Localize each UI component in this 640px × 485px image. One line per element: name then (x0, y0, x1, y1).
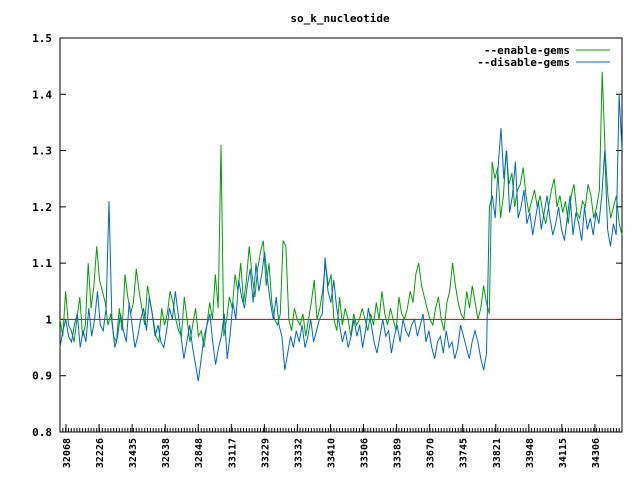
series-line-1 (59, 94, 623, 382)
x-tick-label: 34306 (591, 438, 602, 468)
y-tick-label: 0.9 (32, 370, 52, 383)
x-tick-label: 33948 (525, 438, 536, 468)
x-tick-label: 33589 (393, 438, 404, 468)
y-tick-label: 1.1 (32, 257, 52, 270)
x-tick-label: 33332 (293, 438, 304, 468)
series-group (59, 71, 623, 382)
x-tick-label: 33410 (326, 438, 337, 468)
legend-label: --enable-gems (484, 44, 570, 57)
x-tick-label: 33229 (260, 438, 271, 468)
x-tick-label: 33506 (360, 438, 371, 468)
x-tick-label: 33117 (227, 438, 238, 468)
y-tick-label: 1.4 (32, 88, 52, 101)
y-axis: 0.8 0.9 1 1.1 1.2 1.3 1.4 1.5 (32, 32, 622, 439)
x-axis: 32068 32226 32435 32638 32848 33117 33229 33332… (59, 424, 623, 468)
x-tick-label: 33821 (492, 438, 503, 468)
x-tick-label: 33745 (459, 438, 470, 468)
x-tick-label: 34115 (558, 438, 569, 468)
x-tick-label: 32435 (128, 438, 139, 468)
y-tick-label: 1 (45, 313, 52, 326)
y-tick-label: 1.2 (32, 201, 52, 214)
chart-title: so_k_nucleotide (290, 12, 390, 25)
y-tick-label: 1.3 (32, 145, 52, 158)
y-tick-label: 0.8 (32, 426, 52, 439)
x-tick-label: 32848 (194, 438, 205, 468)
plot-area (59, 37, 623, 433)
x-tick-label: 32226 (95, 438, 106, 468)
x-tick-label: 32068 (62, 438, 73, 468)
x-tick-label: 32638 (161, 438, 172, 468)
legend-label: --disable-gems (477, 56, 570, 69)
x-tick-label: 33670 (426, 438, 437, 468)
legend: --enable-gems--disable-gems (477, 44, 610, 69)
y-tick-label: 1.5 (32, 32, 52, 45)
